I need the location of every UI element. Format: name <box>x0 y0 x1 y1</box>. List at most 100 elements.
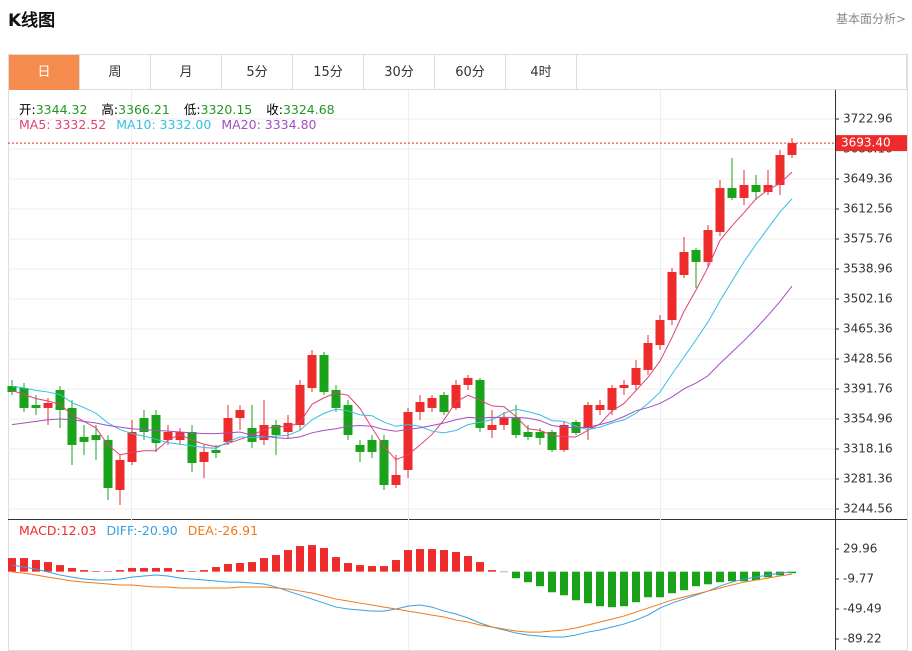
candle-body <box>439 394 449 413</box>
candle-body <box>343 405 353 436</box>
macd-bar <box>692 571 700 587</box>
legend-item: MA5: 3332.52 <box>19 117 106 132</box>
candle-body <box>499 417 509 425</box>
period-tab[interactable]: 5分 <box>222 55 293 90</box>
macd-bar <box>104 571 112 572</box>
macd-bar <box>464 556 472 572</box>
macd-bar <box>188 571 196 572</box>
macd-bar <box>44 562 52 572</box>
macd-bar <box>128 568 136 572</box>
macd-bar <box>608 571 616 608</box>
period-tab[interactable]: 周 <box>80 55 151 90</box>
candle-body <box>115 459 125 490</box>
readout-value: 3344.32 <box>35 102 88 117</box>
legend-label: MA5: <box>19 117 51 132</box>
y-tick-label: 3612.56 <box>843 202 893 216</box>
candle-body <box>103 439 113 489</box>
ma-legend: MA5: 3332.52 MA10: 3332.00 MA20: 3334.80 <box>19 117 326 132</box>
candle-body <box>487 424 497 430</box>
legend-item: MA20: 3334.80 <box>221 117 316 132</box>
macd-bar <box>200 570 208 572</box>
macd-bar <box>668 571 676 594</box>
macd-bar <box>8 558 16 572</box>
macd-bar <box>380 566 388 572</box>
candle-body <box>727 188 737 198</box>
period-tab[interactable]: 15分 <box>293 55 364 90</box>
macd-bar <box>704 571 712 585</box>
readout-label: 低: <box>183 102 201 117</box>
y-tick-label: 3649.36 <box>843 172 893 186</box>
readout-label: 开: <box>19 102 36 117</box>
legend-item: DEA:-26.91 <box>188 523 258 538</box>
legend-item: MACD:12.03 <box>19 523 96 538</box>
ma-line <box>11 171 793 461</box>
readout: 高:3366.21 <box>101 102 169 117</box>
macd-bar <box>740 571 748 582</box>
candle-body <box>223 417 233 442</box>
macd-bar <box>728 571 736 582</box>
y-tick-label: 3465.36 <box>843 321 893 335</box>
candle-body <box>259 424 269 440</box>
macd-bar <box>260 558 268 572</box>
candle-body <box>691 249 701 262</box>
readout-label: 收: <box>266 102 283 117</box>
macd-bar <box>272 555 280 572</box>
candle-body <box>547 432 557 451</box>
macd-bar <box>224 564 232 572</box>
y-tick-label: -9.77 <box>843 572 874 586</box>
candle-body <box>139 417 149 433</box>
macd-bar <box>308 545 316 572</box>
readout: 开:3344.32 <box>19 102 87 117</box>
legend-value: 3332.52 <box>54 117 107 132</box>
macd-bar <box>236 563 244 572</box>
candle-body <box>787 143 797 156</box>
macd-bar <box>524 571 532 583</box>
candle-body <box>127 432 137 462</box>
readout-value: 3324.68 <box>282 102 335 117</box>
y-tick-label: 3318.16 <box>843 441 893 455</box>
macd-bar <box>572 571 580 601</box>
candle-body <box>451 384 461 408</box>
macd-bar <box>344 563 352 572</box>
candle-body <box>7 386 17 392</box>
macd-bar <box>164 568 172 572</box>
candle-body <box>175 432 185 440</box>
fundamental-link[interactable]: 基本面分析> <box>835 12 906 26</box>
y-tick-label: 3502.16 <box>843 292 893 306</box>
macd-line <box>11 571 793 633</box>
candle-body <box>91 435 101 440</box>
legend-label: MACD: <box>19 523 61 538</box>
candle-body <box>427 398 437 408</box>
period-tab[interactable]: 4时 <box>506 55 577 90</box>
y-tick-label: 3722.96 <box>843 112 893 126</box>
legend-label: MA10: <box>116 117 156 132</box>
macd-bar <box>20 558 28 572</box>
legend-item: MA10: 3332.00 <box>116 117 211 132</box>
period-tab[interactable]: 60分 <box>435 55 506 90</box>
legend-label: MA20: <box>221 117 261 132</box>
macd-bar <box>656 571 664 598</box>
y-tick-label: 3428.56 <box>843 351 893 365</box>
readout: 收:3324.68 <box>266 102 334 117</box>
candle-body <box>211 450 221 453</box>
candle-body <box>511 417 521 436</box>
candle-body <box>523 432 533 437</box>
candle-body <box>751 185 761 193</box>
period-tab[interactable]: 日 <box>9 55 80 90</box>
macd-bar <box>620 571 628 607</box>
candle-body <box>79 436 89 442</box>
candle-body <box>607 387 617 410</box>
period-tab[interactable]: 月 <box>151 55 222 90</box>
readout-value: 3366.21 <box>118 102 170 117</box>
legend-label: DEA: <box>187 523 218 538</box>
candle-body <box>187 432 197 463</box>
period-tab[interactable]: 30分 <box>364 55 435 90</box>
macd-bar <box>392 560 400 572</box>
period-tabs: 日周月 5分 15分 30分 60分 4时 <box>8 54 907 90</box>
candle-body <box>595 405 605 410</box>
macd-bar <box>152 568 160 572</box>
candle-body <box>679 252 689 276</box>
macd-bar <box>488 570 496 572</box>
y-tick-label: 3354.96 <box>843 411 893 425</box>
candle-body <box>559 424 569 451</box>
